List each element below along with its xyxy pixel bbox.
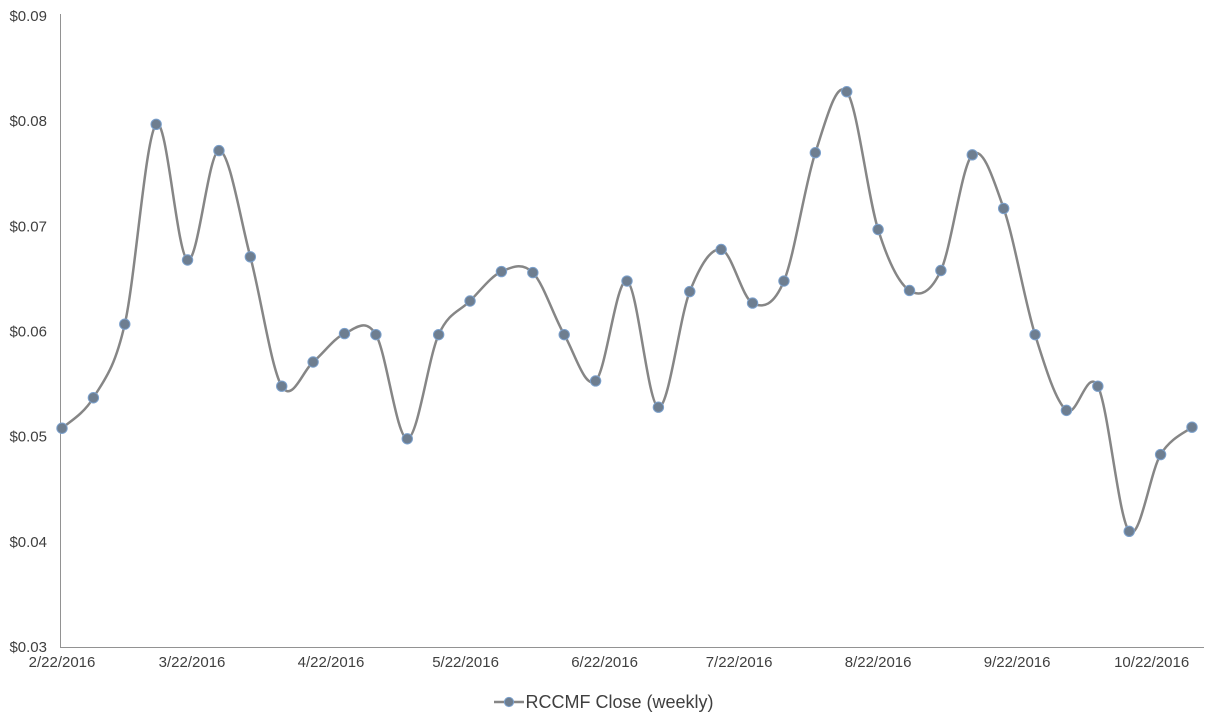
data-point-marker[interactable] xyxy=(213,144,225,157)
y-axis-tick-label: $0.04 xyxy=(9,534,47,551)
data-point-marker[interactable] xyxy=(1060,404,1073,417)
legend-label: RCCMF Close (weekly) xyxy=(525,691,714,712)
data-point-marker[interactable] xyxy=(307,356,319,368)
data-point-marker[interactable] xyxy=(1029,328,1041,341)
data-point-marker[interactable] xyxy=(495,265,508,278)
x-axis-tick-label: 4/22/2016 xyxy=(298,654,365,671)
data-point-marker[interactable] xyxy=(276,380,288,392)
data-point-marker[interactable] xyxy=(527,266,539,279)
data-point-marker[interactable] xyxy=(401,433,413,445)
data-point-marker[interactable] xyxy=(684,285,696,298)
y-axis-tick-label: $0.06 xyxy=(9,324,47,341)
data-point-marker[interactable] xyxy=(589,375,602,387)
data-point-marker[interactable] xyxy=(903,284,916,297)
data-point-marker[interactable] xyxy=(1154,448,1167,461)
data-point-marker[interactable] xyxy=(244,251,257,263)
data-point-marker[interactable] xyxy=(432,328,445,341)
data-point-marker[interactable] xyxy=(997,202,1010,215)
x-axis-tick-label: 2/22/2016 xyxy=(29,654,96,671)
data-point-marker[interactable] xyxy=(1123,525,1135,538)
x-axis-tick-label: 10/22/2016 xyxy=(1114,654,1189,671)
data-point-marker[interactable] xyxy=(1186,421,1198,433)
data-point-marker[interactable] xyxy=(621,275,633,287)
legend-line-marker-icon xyxy=(494,696,525,708)
data-point-marker[interactable] xyxy=(872,223,884,236)
y-axis-tick-label: $0.08 xyxy=(9,113,47,130)
x-axis-tick-label: 7/22/2016 xyxy=(706,654,773,671)
data-point-marker[interactable] xyxy=(966,149,978,161)
x-axis-tick-label: 6/22/2016 xyxy=(571,654,638,671)
data-point-marker[interactable] xyxy=(746,297,759,309)
x-axis-tick-label: 9/22/2016 xyxy=(984,654,1051,671)
data-point-marker[interactable] xyxy=(809,147,822,159)
data-point-marker[interactable] xyxy=(87,392,100,404)
data-point-marker[interactable] xyxy=(841,86,853,98)
series-line xyxy=(60,88,1194,534)
y-axis-tick-label: $0.03 xyxy=(9,639,47,656)
data-point-marker[interactable] xyxy=(338,327,351,340)
data-point-marker[interactable] xyxy=(715,243,727,256)
y-axis-tick-label: $0.07 xyxy=(9,218,47,235)
data-point-marker[interactable] xyxy=(1092,380,1104,392)
data-point-marker[interactable] xyxy=(119,318,131,330)
data-point-marker[interactable] xyxy=(558,328,570,341)
x-axis-tick-label: 3/22/2016 xyxy=(159,654,226,671)
legend[interactable]: RCCMF Close (weekly) xyxy=(0,689,1208,715)
data-point-marker[interactable] xyxy=(464,295,476,307)
data-point-marker[interactable] xyxy=(370,328,382,341)
x-axis-tick-label: 8/22/2016 xyxy=(845,654,912,671)
data-point-marker[interactable] xyxy=(56,422,68,434)
y-axis-tick-label: $0.05 xyxy=(9,429,47,446)
data-point-marker[interactable] xyxy=(652,401,665,413)
data-point-marker[interactable] xyxy=(935,264,947,277)
y-axis-tick-label: $0.09 xyxy=(9,8,47,25)
data-point-marker[interactable] xyxy=(181,254,194,266)
data-point-marker[interactable] xyxy=(778,275,790,287)
x-axis-tick-label: 5/22/2016 xyxy=(432,654,499,671)
data-point-marker[interactable] xyxy=(150,118,162,131)
